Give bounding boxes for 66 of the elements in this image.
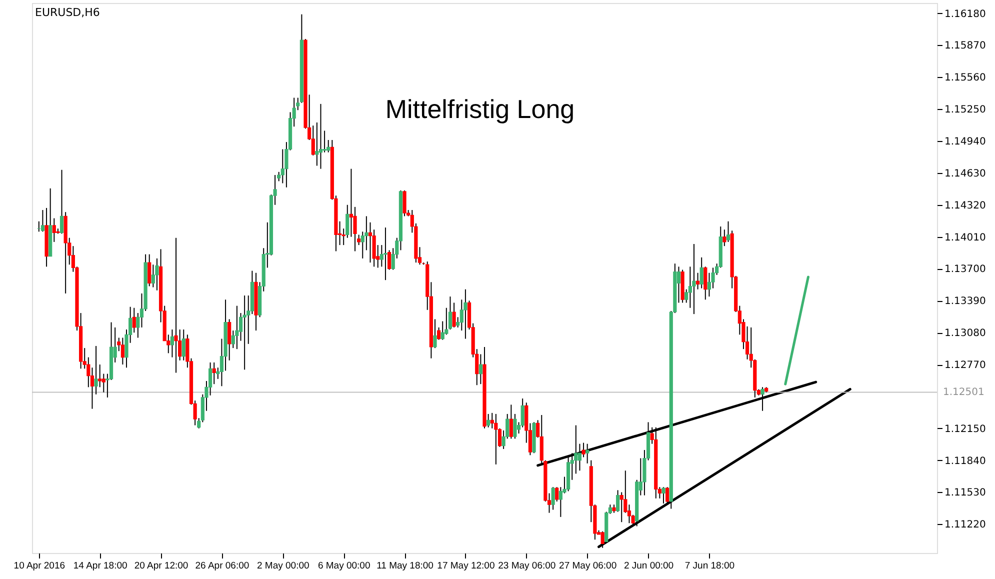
y-tick-label: 1.15870 <box>944 40 986 52</box>
x-tick-label: 10 Apr 2016 <box>14 560 66 572</box>
y-tick-label: 1.16180 <box>944 8 986 20</box>
candlestick <box>478 354 482 385</box>
chart-title: EURUSD,H6 <box>35 6 100 19</box>
candlestick <box>494 413 498 465</box>
x-tick-label: 2 May 00:00 <box>257 560 310 572</box>
candlestick <box>60 169 64 234</box>
x-tick-label: 2 Jun 00:00 <box>624 560 674 572</box>
candlestick <box>318 103 323 170</box>
candlestick <box>662 486 666 504</box>
x-tick-label: 6 May 00:00 <box>318 560 370 572</box>
y-tick-label: 1.14010 <box>944 232 986 244</box>
candlestick <box>120 337 124 366</box>
annotation: Mittelfristig Long <box>385 94 575 124</box>
y-tick-label: 1.15250 <box>944 104 986 116</box>
candlestick <box>242 295 246 370</box>
candlestick <box>760 386 764 412</box>
y-tick-label: 1.14320 <box>944 200 986 212</box>
ref-line-label: 1.12501 <box>943 387 984 398</box>
y-tick-label: 1.15560 <box>944 72 986 84</box>
candlestick <box>52 218 56 242</box>
y-tick-label: 1.11220 <box>944 520 986 531</box>
y-tick-label: 1.13390 <box>944 296 986 308</box>
x-tick-label: 11 May 18:00 <box>376 560 434 572</box>
candlestick <box>174 237 178 374</box>
candlestick <box>464 288 468 340</box>
y-tick-label: 1.12770 <box>944 360 986 372</box>
x-tick-label: 17 May 12:00 <box>437 560 495 572</box>
candlestick <box>228 318 232 361</box>
candlestick <box>509 404 513 440</box>
y-tick-label: 1.13700 <box>944 264 986 276</box>
candlestick <box>235 305 239 350</box>
candlestick <box>452 302 456 328</box>
x-tick-label: 23 May 06:00 <box>498 560 556 572</box>
y-tick-label: 1.14940 <box>944 136 986 148</box>
candlestick <box>322 130 326 153</box>
y-tick-label: 1.12150 <box>944 424 986 435</box>
candlestick <box>384 227 388 281</box>
candlestick <box>666 486 670 504</box>
candlestick <box>700 256 704 289</box>
x-tick-label: 7 Jun 18:00 <box>684 560 735 572</box>
candlestick <box>98 364 102 388</box>
candlestick <box>94 345 98 395</box>
candlestick <box>148 254 152 287</box>
x-tick-label: 14 Apr 18:00 <box>73 560 128 572</box>
y-tick-label: 1.11530 <box>944 488 986 499</box>
x-tick-label: 20 Apr 12:00 <box>134 560 188 572</box>
y-tick-label: 1.13080 <box>944 328 986 340</box>
x-tick-label: 27 May 06:00 <box>559 560 617 572</box>
candlestick <box>212 362 216 385</box>
candlestick <box>402 190 406 217</box>
candlestick <box>182 329 186 361</box>
candlestick <box>486 413 490 428</box>
candlestick <box>696 272 700 290</box>
candlestick <box>433 318 437 349</box>
candlestick <box>551 486 555 510</box>
y-tick-label: 1.11840 <box>944 456 986 467</box>
candlestick <box>513 413 517 440</box>
y-tick-label: 1.14630 <box>944 168 986 180</box>
candlestick <box>368 222 372 264</box>
candlestick <box>40 210 45 232</box>
x-tick-label: 26 Apr 06:00 <box>195 560 250 572</box>
candlestick <box>726 220 730 242</box>
candlestick <box>692 244 696 315</box>
candlestick <box>586 443 590 464</box>
